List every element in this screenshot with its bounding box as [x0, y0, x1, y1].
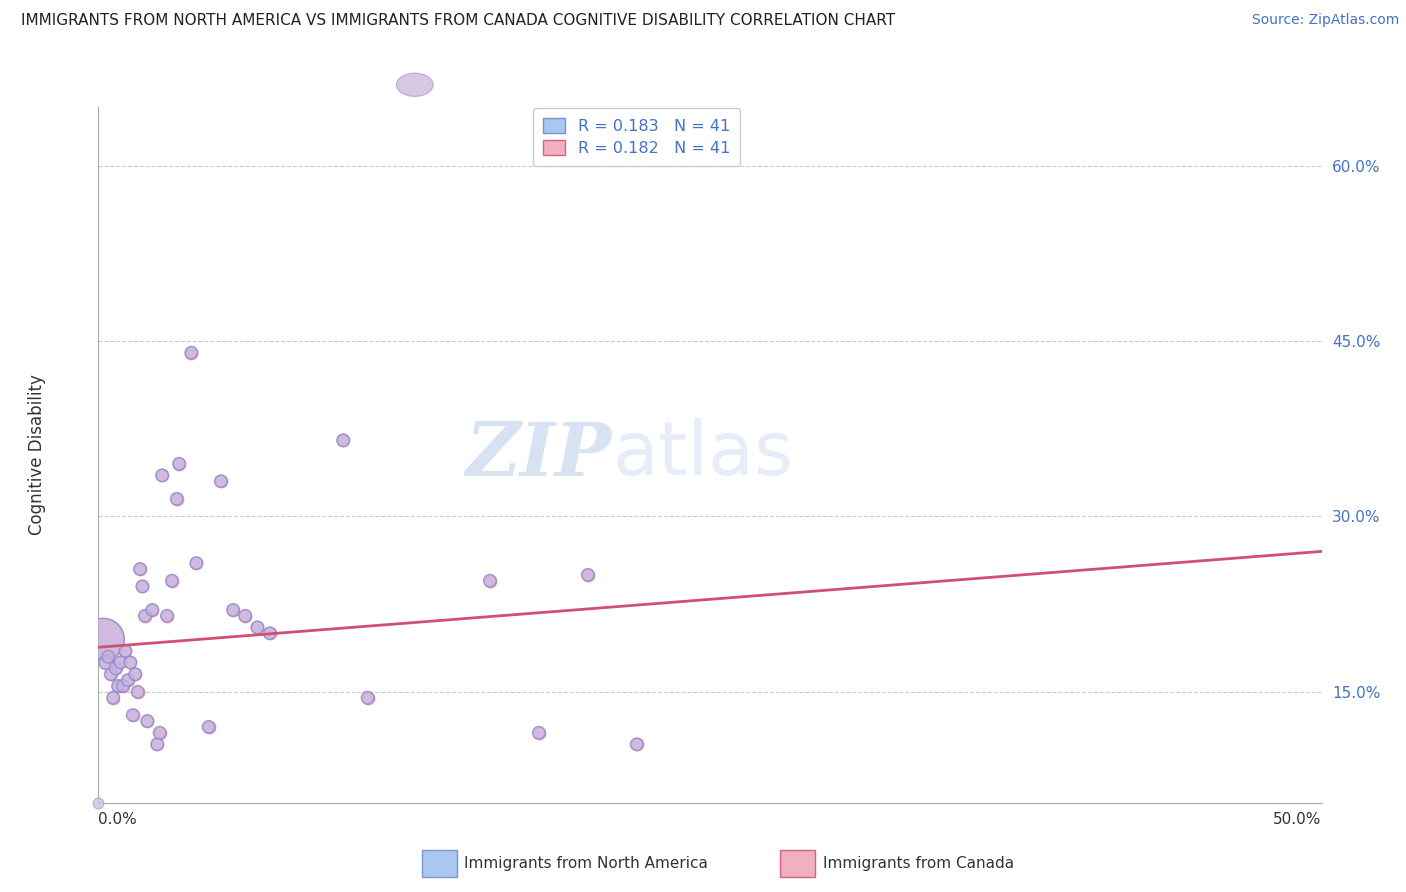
Point: [332, 434, 354, 448]
Point: [209, 474, 232, 488]
Point: [107, 679, 129, 693]
Point: [91, 632, 114, 646]
Point: [197, 720, 219, 734]
Point: [626, 737, 648, 751]
Point: [91, 632, 114, 646]
Point: [356, 690, 378, 705]
Point: [120, 656, 142, 670]
Point: [259, 626, 281, 640]
Point: [97, 649, 120, 664]
Point: [233, 608, 256, 623]
Point: [166, 491, 188, 506]
Text: atlas: atlas: [612, 418, 793, 491]
Point: [222, 603, 245, 617]
Point: [527, 725, 550, 739]
Point: [180, 345, 202, 359]
Text: IMMIGRANTS FROM NORTH AMERICA VS IMMIGRANTS FROM CANADA COGNITIVE DISABILITY COR: IMMIGRANTS FROM NORTH AMERICA VS IMMIGRA…: [21, 13, 896, 29]
Point: [111, 679, 134, 693]
Point: [136, 714, 159, 728]
Point: [332, 434, 354, 448]
Point: [120, 656, 142, 670]
Point: [150, 468, 173, 483]
Point: [141, 603, 163, 617]
Text: 0.0%: 0.0%: [98, 812, 138, 827]
Point: [160, 574, 183, 588]
Point: [209, 474, 232, 488]
Text: Immigrants from Canada: Immigrants from Canada: [823, 856, 1014, 871]
Point: [117, 673, 139, 687]
Point: [150, 468, 173, 483]
Point: [111, 679, 134, 693]
Point: [180, 345, 202, 359]
Point: [134, 608, 156, 623]
Text: 50.0%: 50.0%: [1274, 812, 1322, 827]
Point: [356, 690, 378, 705]
Point: [141, 603, 163, 617]
Point: [87, 860, 110, 874]
Text: Source: ZipAtlas.com: Source: ZipAtlas.com: [1251, 13, 1399, 28]
Point: [149, 725, 172, 739]
Point: [222, 603, 245, 617]
Point: [146, 737, 169, 751]
Point: [626, 737, 648, 751]
Text: Cognitive Disability: Cognitive Disability: [28, 375, 46, 535]
Point: [246, 620, 269, 634]
Point: [246, 620, 269, 634]
Point: [167, 457, 190, 471]
Point: [527, 725, 550, 739]
Point: [110, 656, 132, 670]
Point: [104, 661, 127, 675]
Point: [101, 690, 124, 705]
Point: [131, 579, 153, 593]
Point: [129, 562, 152, 576]
Text: ZIP: ZIP: [465, 418, 612, 491]
Point: [478, 574, 501, 588]
Point: [156, 608, 179, 623]
Point: [100, 667, 122, 681]
Point: [134, 608, 156, 623]
Point: [478, 574, 501, 588]
Point: [156, 608, 179, 623]
Point: [94, 656, 117, 670]
Point: [107, 679, 129, 693]
Text: Immigrants from North America: Immigrants from North America: [464, 856, 707, 871]
Point: [160, 574, 183, 588]
Point: [233, 608, 256, 623]
Point: [117, 673, 139, 687]
Point: [101, 690, 124, 705]
Point: [97, 649, 120, 664]
Point: [576, 567, 599, 582]
Point: [131, 579, 153, 593]
Point: [149, 725, 172, 739]
Point: [576, 567, 599, 582]
Point: [129, 562, 152, 576]
Point: [127, 684, 149, 698]
Point: [114, 644, 136, 658]
Point: [259, 626, 281, 640]
Legend: R = 0.183   N = 41, R = 0.182   N = 41: R = 0.183 N = 41, R = 0.182 N = 41: [533, 108, 740, 166]
Point: [121, 708, 143, 723]
Point: [100, 667, 122, 681]
Point: [114, 644, 136, 658]
Point: [104, 661, 127, 675]
Point: [110, 656, 132, 670]
Point: [146, 737, 169, 751]
Point: [127, 684, 149, 698]
Point: [121, 708, 143, 723]
Point: [124, 667, 146, 681]
Point: [94, 656, 117, 670]
Point: [166, 491, 188, 506]
Point: [186, 556, 208, 570]
Point: [186, 556, 208, 570]
Point: [197, 720, 219, 734]
Point: [167, 457, 190, 471]
Point: [136, 714, 159, 728]
Point: [124, 667, 146, 681]
